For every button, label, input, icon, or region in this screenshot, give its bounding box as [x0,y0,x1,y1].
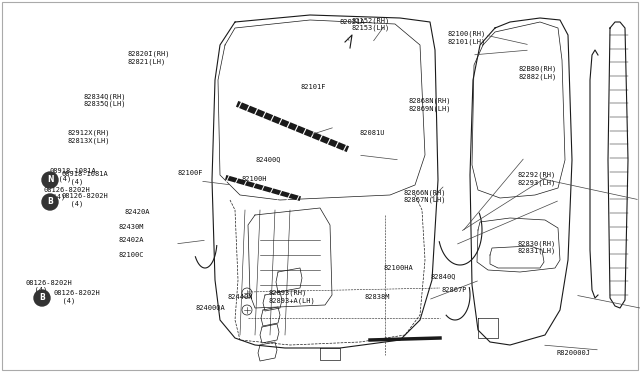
Text: 82100HA: 82100HA [384,265,413,271]
Text: 82400QA: 82400QA [195,304,225,310]
Text: 82440N: 82440N [227,294,253,300]
Text: 82152(RH)
82153(LH): 82152(RH) 82153(LH) [352,17,390,31]
Text: 08918-1081A
  (4): 08918-1081A (4) [50,168,97,182]
Text: 08918-1081A
  (4): 08918-1081A (4) [62,171,109,185]
Text: 82830(RH)
82831(LH): 82830(RH) 82831(LH) [517,240,556,254]
Text: 82912X(RH)
82813X(LH): 82912X(RH) 82813X(LH) [67,130,109,144]
Text: 82100F: 82100F [178,170,204,176]
Circle shape [42,172,58,188]
Text: 82820I(RH)
82821(LH): 82820I(RH) 82821(LH) [128,51,170,65]
Text: 82866N(RH)
82867N(LH): 82866N(RH) 82867N(LH) [403,189,445,203]
Text: N: N [47,176,53,185]
Text: 82420A: 82420A [125,209,150,215]
Text: 82838M: 82838M [365,294,390,300]
Text: 82021A: 82021A [339,19,365,25]
Text: 08126-8202H
  (4): 08126-8202H (4) [26,280,72,293]
Text: 82868N(RH)
82869N(LH): 82868N(RH) 82869N(LH) [408,98,451,112]
Text: 82840Q: 82840Q [430,273,456,279]
Circle shape [42,194,58,210]
Text: 08126-8202H
  (4): 08126-8202H (4) [44,187,90,200]
Circle shape [34,290,50,306]
Text: 82292(RH)
82293(LH): 82292(RH) 82293(LH) [517,171,556,186]
Text: 82402A: 82402A [118,237,144,243]
Text: 82893(RH)
82893+A(LH): 82893(RH) 82893+A(LH) [269,290,316,304]
Text: 82101F: 82101F [301,84,326,90]
Text: B: B [47,198,53,206]
Text: 82430M: 82430M [118,224,144,230]
Text: 08126-8202H
  (4): 08126-8202H (4) [54,290,100,304]
Text: 82100(RH)
82101(LH): 82100(RH) 82101(LH) [448,31,486,45]
Text: R820000J: R820000J [557,350,591,356]
Text: 82834Q(RH)
82835Q(LH): 82834Q(RH) 82835Q(LH) [83,93,125,108]
Text: 82081U: 82081U [360,130,385,136]
Text: 82100C: 82100C [118,252,144,258]
Text: 82100H: 82100H [242,176,268,182]
Text: B: B [39,294,45,302]
Text: 08126-8202H
  (4): 08126-8202H (4) [62,193,109,207]
Text: 82B80(RH)
82882(LH): 82B80(RH) 82882(LH) [518,65,557,80]
Text: 82400Q: 82400Q [256,156,282,162]
Text: 82867P: 82867P [442,287,467,293]
